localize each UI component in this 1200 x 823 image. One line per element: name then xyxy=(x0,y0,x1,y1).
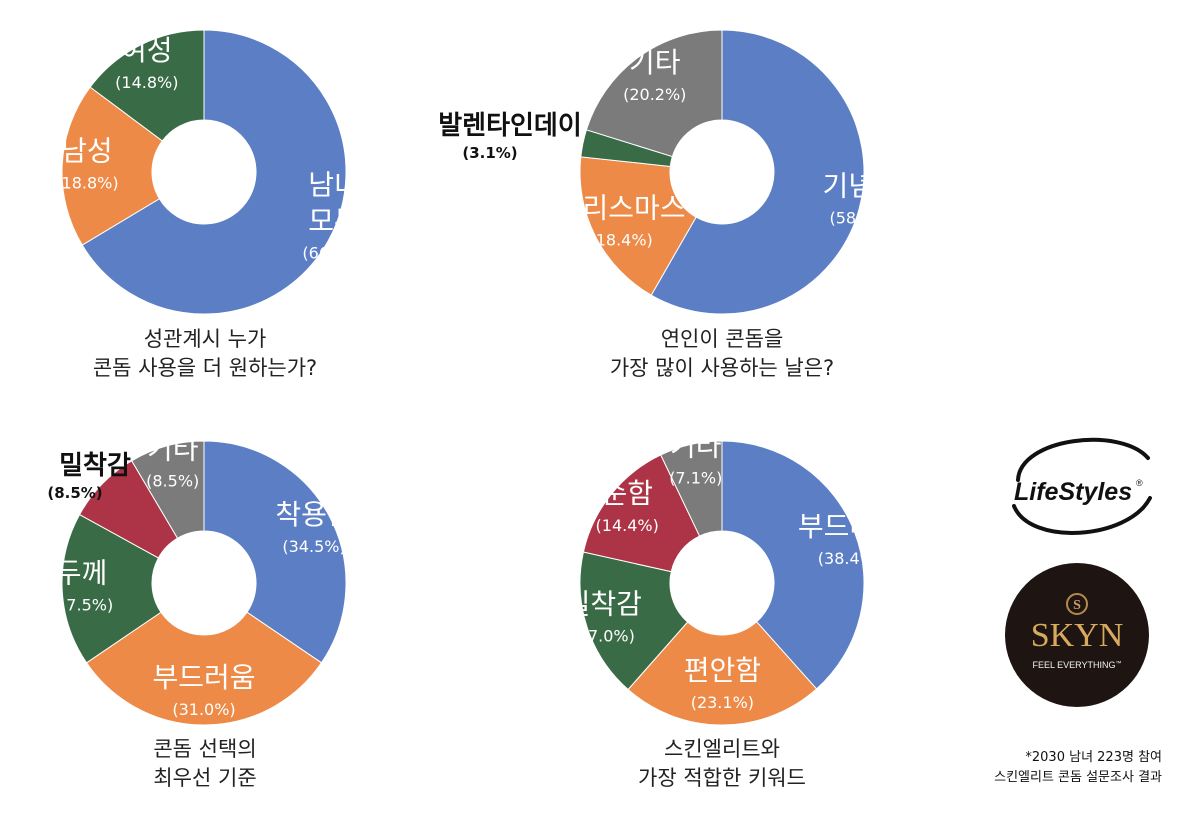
chart-4-label-1: 부드러움 xyxy=(798,510,901,543)
skyn-monogram: S xyxy=(1073,598,1081,613)
chart-4-slice-1 xyxy=(721,440,865,690)
lifestyles-swoosh-bottom xyxy=(1012,496,1152,535)
chart-1-pct-label-1: (66.4%) xyxy=(302,244,365,263)
donut-chart-3: 착용감 (34.5%) 부드러움 (31.0%) 두께 (17.5%) 밀착감 (8.5%) 기… xyxy=(47,433,353,726)
chart-4-label-4: 순함 xyxy=(601,477,653,510)
chart-4-slice-5 xyxy=(660,440,723,537)
chart-1-slice-2 xyxy=(61,86,164,246)
donut-chart-2: 기념일 (58.3%) 크리스마스 (18.4%) 발렌타인데이 (3.1%) 기타 (20.… xyxy=(438,29,900,315)
chart-1-label-1-line-1: 남녀 xyxy=(308,169,360,202)
chart-3-pct-label-5: (8.5%) xyxy=(146,472,199,491)
chart-4-caption-line-2: 가장 적합한 키워드 xyxy=(638,766,806,790)
survey-footnote-line-2: 스킨엘리트 콘돔 설문조사 결과 xyxy=(994,770,1162,785)
chart-1-caption-line-2: 콘돔 사용을 더 원하는가? xyxy=(92,356,318,380)
chart-4-label-3: 밀착감 xyxy=(565,588,642,621)
chart-4-pct-label-4: (14.4%) xyxy=(596,516,659,535)
lifestyles-swoosh-top xyxy=(1016,437,1150,482)
chart-3-label-2: 부드러움 xyxy=(152,661,255,694)
chart-1-slice-3 xyxy=(89,29,205,142)
lifestyles-registered-mark: ® xyxy=(1136,478,1143,488)
chart-3-label-5: 기타 xyxy=(147,433,199,466)
chart-4-pct-label-5: (7.1%) xyxy=(669,468,722,487)
chart-1-caption-line-1: 성관계시 누가 xyxy=(143,327,267,351)
chart-3-pct-label-1: (34.5%) xyxy=(282,537,345,556)
chart-1-label-3: 여성 xyxy=(121,34,173,67)
chart-2-caption-line-2: 가장 많이 사용하는 날은? xyxy=(609,356,835,380)
chart-2-pct-label-1: (58.3%) xyxy=(829,209,892,228)
chart-1-label-2: 남성 xyxy=(61,134,113,167)
chart-2-label-1: 기념일 xyxy=(822,170,899,203)
chart-2-caption: 연인이 콘돔을 가장 많이 사용하는 날은? xyxy=(572,325,872,383)
chart-1-label-1-line-2: 모두 xyxy=(308,205,360,238)
lifestyles-logo: LifeStyles ® xyxy=(1012,437,1152,535)
chart-4-caption-line-1: 스킨엘리트와 xyxy=(664,737,780,761)
chart-3-caption-line-2: 최우선 기준 xyxy=(153,766,257,790)
chart-4-label-2: 편안함 xyxy=(684,654,761,687)
chart-2-label-3: 발렌타인데이 xyxy=(438,111,582,141)
chart-3-slice-2 xyxy=(85,611,323,726)
chart-2-caption-line-1: 연인이 콘돔을 xyxy=(660,327,784,351)
chart-3-slice-5 xyxy=(131,440,205,539)
chart-3-pct-label-2: (31.0%) xyxy=(172,700,235,719)
chart-4-pct-label-3: (17.0%) xyxy=(572,627,635,646)
chart-2-label-2: 크리스마스 xyxy=(557,191,686,224)
chart-1-pct-label-3: (14.8%) xyxy=(115,73,178,92)
skyn-monogram-ring xyxy=(1066,593,1088,615)
chart-4-pct-label-1: (38.4%) xyxy=(818,549,881,568)
chart-3-label-1: 착용감 xyxy=(275,498,352,531)
survey-footnote-line-1: *2030 남녀 223명 참여 xyxy=(1025,750,1162,765)
chart-2-slice-2 xyxy=(579,156,697,296)
chart-2-pct-label-2: (18.4%) xyxy=(589,230,652,249)
chart-1-pct-label-2: (18.8%) xyxy=(55,173,118,192)
skyn-tagline-mark: ™ xyxy=(1116,660,1122,667)
chart-2-label-4: 기타 xyxy=(629,46,681,79)
chart-2-pct-label-3: (3.1%) xyxy=(462,144,517,162)
chart-3-caption: 콘돔 선택의 최우선 기준 xyxy=(55,735,355,793)
chart-1-caption: 성관계시 누가 콘돔 사용을 더 원하는가? xyxy=(55,325,355,383)
chart-4-slice-3 xyxy=(579,551,689,691)
chart-4-slice-4 xyxy=(582,454,701,573)
chart-3-label-4: 밀착감 xyxy=(59,451,131,481)
chart-4-label-5: 기타 xyxy=(670,429,722,462)
chart-1-slice-1 xyxy=(81,29,347,315)
donut-chart-4: 부드러움 (38.4%) 편안함 (23.1%) 밀착감 (17.0%) 순함 (14.4%)… xyxy=(565,429,901,726)
skyn-badge-circle xyxy=(1005,563,1149,707)
chart-2-slice-4 xyxy=(585,29,723,158)
skyn-tagline-text: FEEL EVERYTHING xyxy=(1032,660,1115,670)
lifestyles-wordmark: LifeStyles xyxy=(1014,478,1132,506)
chart-3-label-3: 두께 xyxy=(56,557,108,590)
chart-3-slice-1 xyxy=(203,440,347,664)
chart-3-slice-3 xyxy=(61,513,162,664)
chart-2-slice-1 xyxy=(650,29,865,315)
skyn-wordmark: SKYN xyxy=(1031,617,1124,654)
chart-2-pct-label-4: (20.2%) xyxy=(623,85,686,104)
skyn-logo: S SKYN FEEL EVERYTHING™ xyxy=(1005,563,1149,707)
chart-3-pct-label-3: (17.5%) xyxy=(50,596,113,615)
survey-footnote: *2030 남녀 223명 참여 스킨엘리트 콘돔 설문조사 결과 xyxy=(994,748,1162,788)
chart-4-slice-2 xyxy=(627,621,818,726)
chart-4-pct-label-2: (23.1%) xyxy=(691,693,754,712)
chart-4-caption: 스킨엘리트와 가장 적합한 키워드 xyxy=(572,735,872,793)
chart-3-pct-label-4: (8.5%) xyxy=(47,484,102,502)
chart-3-caption-line-1: 콘돔 선택의 xyxy=(153,737,257,761)
skyn-tagline: FEEL EVERYTHING™ xyxy=(1032,660,1121,670)
